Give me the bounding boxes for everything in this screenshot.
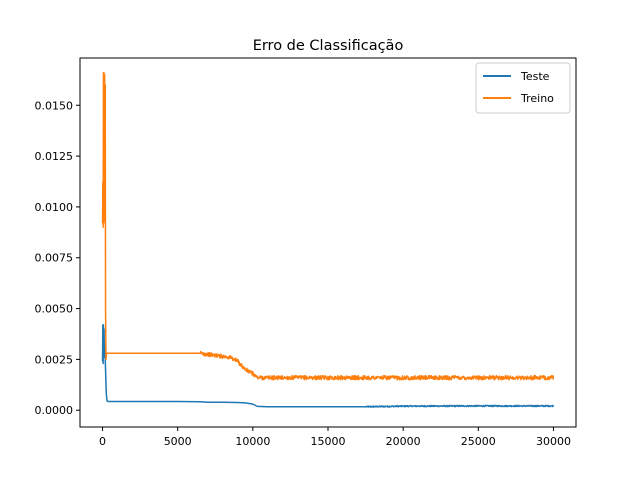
series-line-teste: [101, 324, 555, 408]
x-tick-label: 5000: [164, 435, 192, 448]
x-tick-label: 0: [99, 435, 106, 448]
x-axis: 0 5000 10000 15000 20000 25000 30000: [99, 427, 571, 448]
x-tick-label: 25000: [461, 435, 496, 448]
x-tick-label: 10000: [235, 435, 270, 448]
y-tick-label: 0.0050: [35, 303, 74, 316]
series-line-treino: [101, 71, 555, 381]
y-tick-label: 0.0150: [35, 99, 74, 112]
y-tick-label: 0.0075: [35, 252, 74, 265]
y-tick-label: 0.0000: [35, 404, 74, 417]
legend-label-treino: Treino: [520, 92, 554, 105]
y-tick-label: 0.0125: [35, 150, 74, 163]
y-tick-label: 0.0025: [35, 353, 74, 366]
y-tick-label: 0.0100: [35, 201, 74, 214]
x-tick-label: 15000: [311, 435, 346, 448]
x-tick-label: 30000: [536, 435, 571, 448]
chart-title: Erro de Classificação: [253, 38, 404, 54]
legend-label-teste: Teste: [520, 70, 550, 83]
y-axis: 0.0000 0.0025 0.0050 0.0075 0.0100 0.0125 0.01…: [35, 99, 80, 417]
series-layer: [101, 71, 555, 408]
legend: Teste Treino: [475, 62, 571, 114]
x-tick-label: 20000: [386, 435, 421, 448]
